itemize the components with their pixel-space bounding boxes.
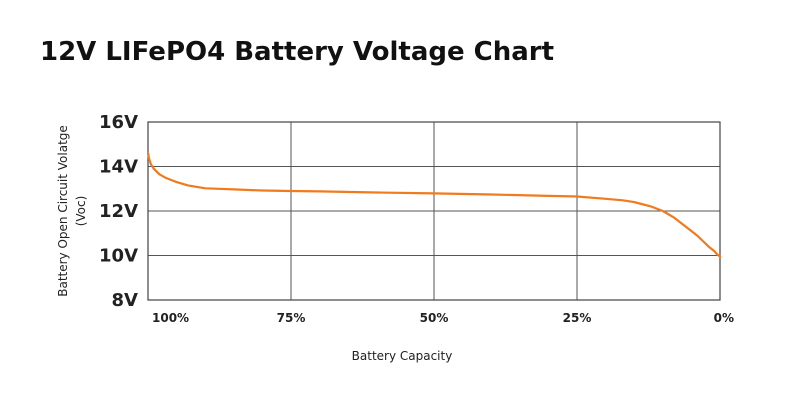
x-tick-label: 0% <box>714 311 734 325</box>
plot-frame <box>147 121 721 301</box>
y-tick-label: 14V <box>99 157 138 178</box>
series-layer <box>146 152 722 258</box>
x-tick-label: 100% <box>152 311 189 325</box>
y-axis-label: Battery Open Circuit Volatge (Voc) <box>56 125 88 297</box>
y-tick-labels: 16V 14V 12V 10V 8V <box>99 112 138 311</box>
y-axis-label-line2: (Voc) <box>74 196 88 227</box>
voltage-curve-line <box>146 152 722 258</box>
x-tick-label: 25% <box>563 311 592 325</box>
grid-lines <box>147 121 721 301</box>
chart-title: 12V LIFePO4 Battery Voltage Chart <box>40 37 554 67</box>
y-tick-label: 10V <box>99 246 138 267</box>
x-tick-label: 75% <box>277 311 306 325</box>
x-axis-label: Battery Capacity <box>352 349 453 363</box>
y-tick-label: 16V <box>99 112 138 133</box>
y-tick-label: 8V <box>112 290 139 311</box>
x-tick-labels: 100% 75% 50% 25% 0% <box>152 311 734 325</box>
y-axis-label-line1: Battery Open Circuit Volatge <box>56 125 70 297</box>
y-tick-label: 12V <box>99 201 138 222</box>
x-tick-label: 50% <box>420 311 449 325</box>
